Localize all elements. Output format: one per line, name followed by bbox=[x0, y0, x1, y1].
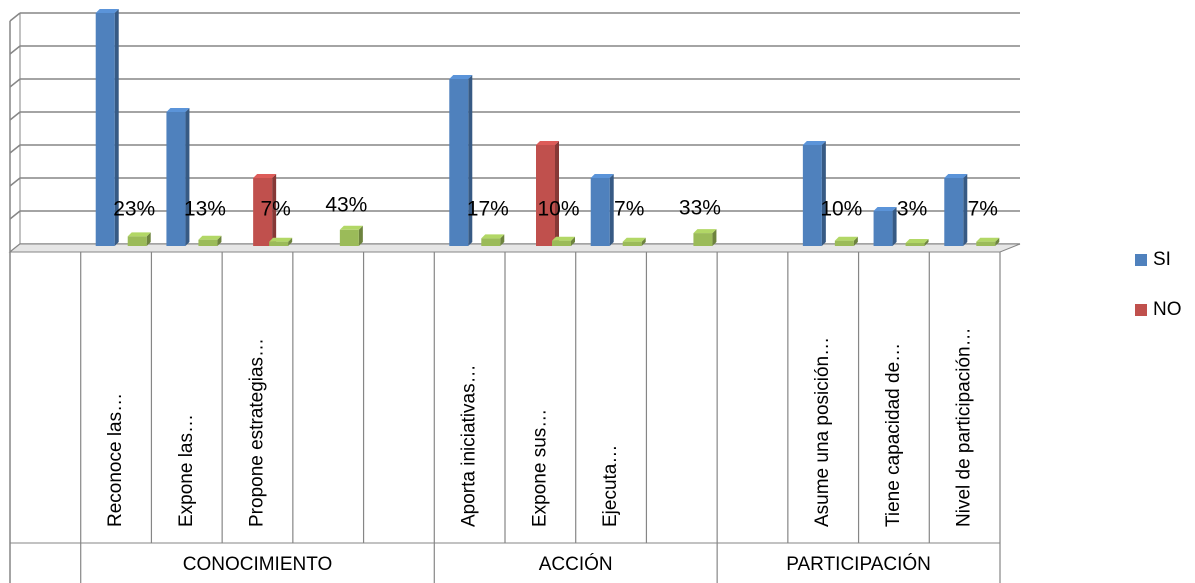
bar bbox=[339, 229, 359, 246]
bar-side bbox=[146, 232, 151, 246]
category-label: Ejecuta… bbox=[600, 445, 621, 527]
bar-top bbox=[976, 237, 1000, 242]
bar-side bbox=[114, 9, 119, 246]
category-label: Tiene capacidad de… bbox=[883, 343, 904, 527]
legend-swatch bbox=[1135, 304, 1147, 316]
bar-side bbox=[571, 236, 575, 246]
bar-side bbox=[924, 239, 929, 246]
bar bbox=[449, 79, 469, 246]
bar-side bbox=[963, 174, 968, 246]
grid-line-side bbox=[9, 210, 21, 220]
group-label: PARTICIPACIÓN bbox=[786, 553, 931, 575]
data-label: 33% bbox=[679, 197, 721, 220]
bar-side bbox=[217, 235, 222, 246]
bar bbox=[622, 241, 642, 246]
bar bbox=[95, 13, 115, 246]
category-label: Asume una posición… bbox=[812, 337, 833, 527]
data-label: 7% bbox=[968, 198, 998, 221]
bar-top bbox=[622, 237, 646, 242]
bar-top bbox=[552, 236, 575, 241]
bar bbox=[873, 211, 893, 246]
bar-side bbox=[500, 234, 505, 246]
bar bbox=[536, 145, 555, 246]
data-label: 3% bbox=[897, 198, 927, 221]
bar-top bbox=[536, 141, 559, 145]
bar bbox=[198, 239, 218, 246]
bar bbox=[976, 241, 996, 246]
legend-label: SI bbox=[1153, 249, 1171, 270]
group-label: ACCIÓN bbox=[539, 553, 613, 575]
category-label: Reconoce las… bbox=[105, 393, 126, 527]
bar-top bbox=[802, 141, 826, 145]
grid-line-side bbox=[9, 144, 21, 154]
bar-top bbox=[481, 234, 505, 239]
bar bbox=[269, 241, 289, 246]
bar-side bbox=[712, 229, 717, 246]
bar-top bbox=[269, 237, 293, 242]
category-label: Aporta iniciativas… bbox=[459, 364, 480, 527]
bar bbox=[166, 112, 186, 246]
category-label: Expone las… bbox=[176, 414, 197, 527]
legend-swatch bbox=[1135, 254, 1147, 266]
legend-label: NO bbox=[1153, 299, 1182, 320]
bar-top bbox=[693, 229, 717, 234]
grid-line-side bbox=[9, 45, 21, 55]
bar-top bbox=[590, 174, 614, 178]
bar bbox=[802, 145, 822, 246]
bar-side bbox=[892, 207, 897, 246]
data-label: 7% bbox=[614, 198, 644, 221]
category-label: Nivel de participación… bbox=[954, 327, 975, 527]
bar-side bbox=[995, 237, 1000, 246]
bar-side bbox=[641, 237, 646, 246]
bar-top bbox=[944, 174, 968, 178]
category-label: Expone sus… bbox=[529, 409, 550, 527]
bar-top bbox=[905, 239, 929, 244]
grid-line-side bbox=[9, 12, 21, 22]
bar-top bbox=[127, 232, 151, 237]
grid-line-side bbox=[9, 111, 21, 121]
bar-top bbox=[339, 225, 363, 230]
floor bbox=[8, 243, 1021, 253]
data-label: 23% bbox=[113, 198, 155, 221]
grid-line-side bbox=[9, 177, 21, 187]
data-label: 10% bbox=[820, 198, 862, 221]
bar-top bbox=[834, 236, 858, 241]
bar-side bbox=[853, 236, 858, 246]
bar-side bbox=[555, 141, 559, 246]
bar bbox=[693, 233, 713, 246]
bar bbox=[552, 240, 571, 246]
bar-top bbox=[253, 174, 277, 178]
grid-line-side bbox=[9, 78, 21, 88]
bar-side bbox=[272, 174, 277, 246]
bar bbox=[834, 240, 854, 246]
bar-top bbox=[198, 235, 222, 240]
bar bbox=[590, 178, 610, 246]
bar bbox=[905, 243, 925, 246]
bar-top bbox=[95, 9, 119, 13]
bar bbox=[253, 178, 273, 246]
bar bbox=[944, 178, 964, 246]
bar bbox=[127, 236, 147, 246]
bar-side bbox=[185, 108, 190, 246]
bar-side bbox=[358, 225, 363, 246]
bar-top bbox=[166, 108, 190, 112]
group-label: CONOCIMIENTO bbox=[183, 554, 333, 575]
bar-side bbox=[288, 237, 293, 246]
data-label: 7% bbox=[260, 198, 290, 221]
bar-side bbox=[468, 75, 473, 246]
data-label: 17% bbox=[467, 198, 509, 221]
data-label: 10% bbox=[537, 198, 579, 221]
bar-side bbox=[609, 174, 614, 246]
bar-top bbox=[449, 75, 473, 79]
bar-side bbox=[821, 141, 826, 246]
data-label: 13% bbox=[184, 198, 226, 221]
bar bbox=[481, 238, 501, 246]
data-label: 43% bbox=[325, 193, 367, 216]
bar-top bbox=[873, 207, 897, 211]
category-label: Propone estrategias… bbox=[247, 338, 268, 527]
